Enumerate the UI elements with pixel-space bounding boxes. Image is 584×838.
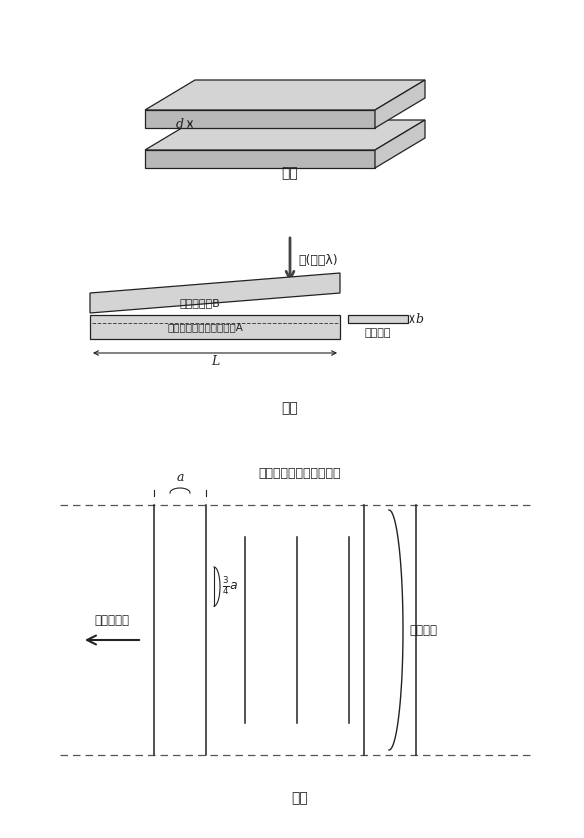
Text: 図２: 図２ [281,401,298,415]
Text: 光(波長λ): 光(波長λ) [298,254,338,266]
Text: 溝が彫られた平板ガラスA: 溝が彫られた平板ガラスA [167,322,243,332]
Text: $\frac{3}{4}a$: $\frac{3}{4}a$ [222,576,238,597]
Text: フィルム: フィルム [365,328,391,338]
Text: a: a [176,471,184,484]
Polygon shape [348,315,408,323]
Text: L: L [211,355,219,368]
Text: 干渉縞の一部を描いた図: 干渉縞の一部を描いた図 [259,467,341,480]
Text: d: d [176,117,184,131]
Polygon shape [145,80,425,110]
Polygon shape [145,110,375,128]
Text: 平板ガラスB: 平板ガラスB [180,298,220,308]
Text: 図１: 図１ [281,166,298,180]
Polygon shape [90,273,340,313]
Polygon shape [90,315,340,339]
Polygon shape [375,120,425,168]
Polygon shape [145,120,425,150]
Text: 図３: 図３ [291,791,308,805]
Text: 溝の部分: 溝の部分 [409,623,437,637]
Polygon shape [375,80,425,128]
Polygon shape [145,150,375,168]
Text: b: b [415,313,423,325]
Text: 斜面下方向: 斜面下方向 [95,614,130,627]
